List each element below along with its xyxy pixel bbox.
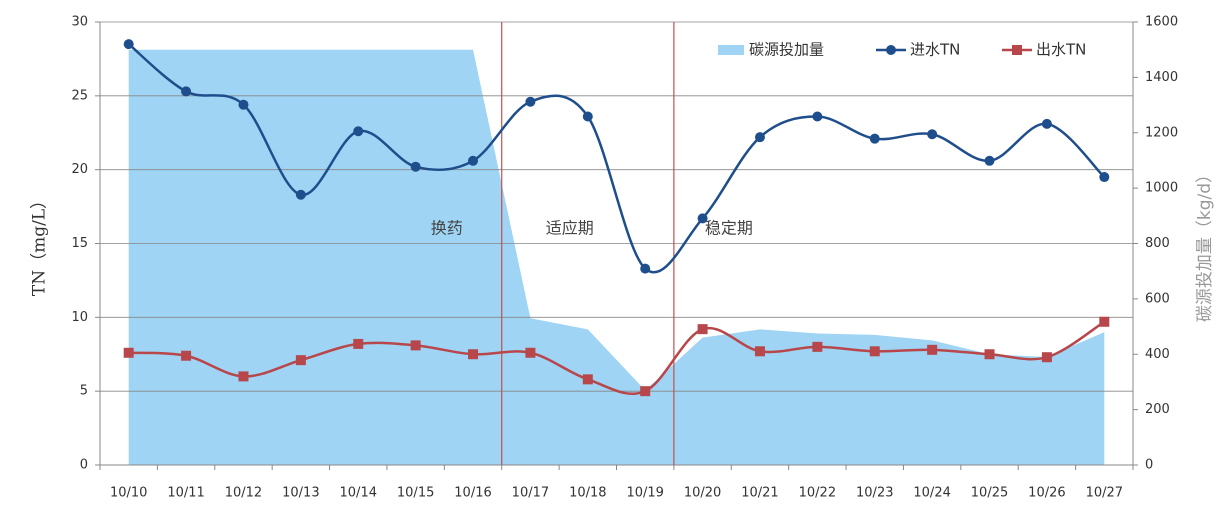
marker <box>927 344 938 355</box>
marker <box>640 263 651 274</box>
marker <box>525 96 536 107</box>
legend-swatch <box>1012 45 1022 55</box>
x-tick-label: 10/10 <box>110 486 147 501</box>
annotation: 换药 <box>431 219 463 238</box>
marker <box>640 386 651 397</box>
marker <box>410 161 421 172</box>
marker <box>238 371 249 382</box>
x-tick-label: 10/11 <box>167 486 204 501</box>
marker <box>295 355 306 366</box>
y2-tick-label: 600 <box>1145 291 1170 306</box>
marker <box>927 129 938 140</box>
marker <box>812 111 823 122</box>
marker <box>468 155 479 166</box>
y-tick-label: 15 <box>71 236 88 251</box>
y-tick-label: 0 <box>80 458 88 473</box>
marker <box>1099 172 1110 183</box>
x-tick-label: 10/26 <box>1028 486 1065 501</box>
y2-tick-label: 1400 <box>1145 70 1178 85</box>
y2-axis-label: 碳源投加量（kg/d） <box>1195 166 1215 322</box>
y2-tick-label: 800 <box>1145 236 1170 251</box>
marker <box>697 213 708 224</box>
y-tick-label: 5 <box>80 384 88 399</box>
y2-tick-label: 1600 <box>1145 15 1178 30</box>
x-tick-label: 10/21 <box>741 486 778 501</box>
marker <box>984 349 995 360</box>
marker <box>1041 352 1052 363</box>
x-tick-label: 10/19 <box>626 486 663 501</box>
x-tick-label: 10/20 <box>684 486 721 501</box>
y2-tick-label: 0 <box>1145 458 1153 473</box>
marker <box>410 340 421 351</box>
marker <box>582 374 593 385</box>
y-tick-label: 25 <box>71 88 88 103</box>
x-tick-label: 10/25 <box>971 486 1008 501</box>
marker <box>353 126 364 137</box>
legend-label: 进水TN <box>910 41 960 59</box>
x-tick-label: 10/18 <box>569 486 606 501</box>
area <box>128 49 1105 465</box>
marker <box>295 189 306 200</box>
y2-tick-label: 1200 <box>1145 125 1178 140</box>
x-tick-label: 10/14 <box>340 486 377 501</box>
x-tick-label: 10/15 <box>397 486 434 501</box>
legend-label: 碳源投加量 <box>749 41 824 59</box>
x-tick-label: 10/13 <box>282 486 319 501</box>
marker <box>123 347 134 358</box>
marker <box>181 350 192 361</box>
marker <box>1099 316 1110 327</box>
annotation: 适应期 <box>546 219 594 238</box>
marker <box>582 111 593 122</box>
marker <box>869 133 880 144</box>
marker <box>525 347 536 358</box>
marker <box>812 341 823 352</box>
legend-swatch <box>886 45 896 55</box>
marker <box>869 346 880 357</box>
marker <box>697 324 708 335</box>
x-tick-label: 10/17 <box>512 486 549 501</box>
y2-tick-label: 400 <box>1145 347 1170 362</box>
marker <box>181 86 192 97</box>
y-tick-label: 10 <box>71 310 88 325</box>
x-tick-label: 10/12 <box>225 486 262 501</box>
legend-swatch <box>718 45 744 55</box>
x-tick-label: 10/22 <box>799 486 836 501</box>
x-tick-label: 10/24 <box>913 486 950 501</box>
x-tick-label: 10/23 <box>856 486 893 501</box>
y-tick-label: 30 <box>71 15 88 30</box>
marker <box>238 99 249 110</box>
marker <box>468 349 479 360</box>
marker <box>754 132 765 143</box>
y2-tick-label: 1000 <box>1145 181 1178 196</box>
x-tick-label: 10/27 <box>1086 486 1123 501</box>
annotation: 稳定期 <box>705 219 753 238</box>
y-axis-label: TN（mg/L） <box>30 192 50 296</box>
marker <box>1041 118 1052 129</box>
x-tick-label: 10/16 <box>454 486 491 501</box>
legend-label: 出水TN <box>1036 41 1086 59</box>
marker <box>754 346 765 357</box>
marker <box>353 338 364 349</box>
y-tick-label: 20 <box>71 162 88 177</box>
marker <box>984 155 995 166</box>
y2-tick-label: 200 <box>1145 402 1170 417</box>
marker <box>123 39 134 50</box>
